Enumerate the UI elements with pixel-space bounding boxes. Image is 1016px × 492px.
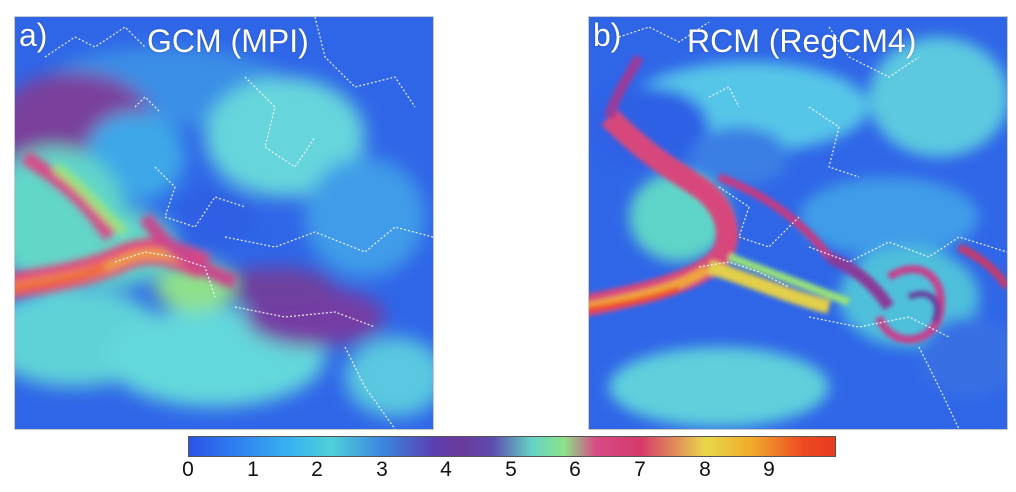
colorbar-tick: 7 [634, 458, 646, 481]
colorbar-tick: 5 [505, 458, 517, 481]
colorbar-tick: 4 [440, 458, 452, 481]
panel-rcm-regcm4: b) RCM (RegCM4) [588, 16, 1008, 430]
panel-gcm-mpi: a) GCM (MPI) [14, 16, 434, 430]
colorbar-tick: 6 [569, 458, 581, 481]
gcm-field-map [15, 17, 433, 429]
colorbar [188, 436, 836, 457]
colorbar-tick: 2 [311, 458, 323, 481]
colorbar-tick: 3 [376, 458, 388, 481]
rcm-field-map [589, 17, 1007, 429]
panel-title: RCM (RegCM4) [687, 23, 917, 59]
panel-letter: b) [593, 17, 622, 53]
colorbar-tick: 0 [182, 458, 194, 481]
panel-title: GCM (MPI) [147, 23, 309, 59]
colorbar-tick: 9 [763, 458, 775, 481]
colorbar-tick: 8 [699, 458, 711, 481]
colorbar-tick: 1 [247, 458, 259, 481]
panel-letter: a) [19, 17, 48, 53]
